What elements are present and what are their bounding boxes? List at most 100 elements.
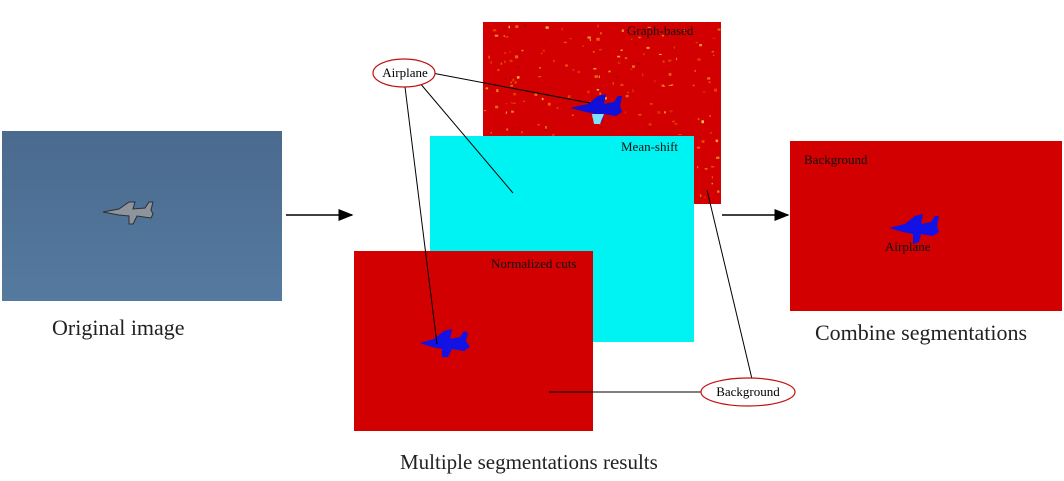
speckle bbox=[512, 78, 515, 82]
airplane-connectors bbox=[404, 72, 591, 345]
speckle bbox=[543, 40, 545, 44]
speckle bbox=[711, 166, 715, 168]
speckle bbox=[667, 34, 669, 36]
speckle bbox=[632, 89, 634, 93]
speckle bbox=[510, 102, 512, 104]
airplane-oval-label: Airplane bbox=[382, 65, 428, 80]
speckle bbox=[517, 66, 520, 68]
airplane-oval bbox=[372, 58, 436, 88]
speckle bbox=[716, 156, 720, 159]
speckle bbox=[511, 127, 515, 130]
speckle bbox=[542, 49, 545, 52]
speckle bbox=[504, 77, 507, 80]
speckle bbox=[599, 92, 602, 95]
speckle bbox=[577, 71, 580, 73]
speckle bbox=[488, 55, 490, 59]
speckle bbox=[712, 37, 716, 39]
speckle bbox=[718, 62, 721, 65]
speckle bbox=[714, 88, 717, 92]
speckle bbox=[485, 87, 489, 90]
speckle bbox=[521, 49, 524, 52]
speckle bbox=[600, 126, 604, 129]
speckle bbox=[701, 120, 704, 124]
speckle bbox=[668, 84, 673, 86]
speckle bbox=[505, 111, 507, 114]
graph-based-airplane-icon bbox=[570, 94, 622, 124]
speckle bbox=[699, 44, 702, 47]
speckle bbox=[501, 42, 504, 44]
speckle bbox=[617, 55, 621, 58]
speckle bbox=[697, 118, 700, 121]
speckle bbox=[556, 107, 559, 109]
speckle bbox=[545, 126, 547, 129]
speckle bbox=[495, 105, 499, 109]
speckle bbox=[704, 168, 708, 170]
speckle bbox=[496, 89, 499, 93]
speckle bbox=[508, 34, 512, 36]
speckle bbox=[514, 81, 517, 84]
speckle bbox=[603, 97, 607, 100]
speckle bbox=[608, 70, 611, 73]
original-image bbox=[2, 131, 282, 301]
speckle bbox=[515, 25, 519, 28]
speckle bbox=[521, 131, 523, 134]
speckle bbox=[497, 69, 500, 72]
speckle bbox=[625, 94, 629, 98]
combined-background-label: Background bbox=[804, 152, 868, 167]
speckle bbox=[679, 54, 681, 57]
speckle bbox=[638, 36, 641, 39]
speckle bbox=[582, 45, 584, 48]
speckle bbox=[516, 52, 518, 55]
combined-panel bbox=[790, 141, 1062, 311]
speckle bbox=[695, 41, 698, 44]
speckle bbox=[598, 75, 600, 78]
speckle bbox=[675, 57, 678, 61]
speckle bbox=[713, 54, 715, 56]
speckle bbox=[508, 25, 510, 29]
speckle bbox=[492, 29, 497, 32]
speckle bbox=[711, 51, 714, 53]
speckle bbox=[516, 76, 520, 79]
background-connectors bbox=[549, 189, 753, 393]
speckle bbox=[648, 126, 651, 129]
speckle bbox=[569, 38, 572, 40]
speckle bbox=[503, 26, 506, 30]
speckle bbox=[539, 67, 541, 69]
speckle bbox=[512, 102, 516, 104]
speckle bbox=[627, 91, 629, 94]
speckle bbox=[552, 133, 555, 136]
speckle bbox=[643, 53, 645, 56]
speckle bbox=[511, 110, 514, 113]
speckle bbox=[661, 84, 665, 87]
speckle bbox=[700, 194, 702, 197]
speckle bbox=[587, 36, 591, 39]
speckle bbox=[694, 70, 696, 72]
speckle bbox=[632, 65, 635, 68]
speckle bbox=[673, 46, 676, 49]
combine-segmentations-caption: Combine segmentations bbox=[815, 320, 1028, 345]
speckle bbox=[648, 123, 652, 126]
speckle bbox=[599, 48, 602, 51]
speckle bbox=[669, 110, 673, 113]
speckle bbox=[714, 105, 716, 109]
speckle bbox=[634, 42, 637, 45]
speckle bbox=[596, 37, 600, 41]
speckle bbox=[503, 35, 505, 37]
speckle bbox=[509, 51, 511, 53]
speckle bbox=[592, 51, 595, 53]
speckle bbox=[505, 103, 508, 105]
speckle bbox=[561, 27, 563, 31]
speckle bbox=[509, 59, 513, 63]
speckle bbox=[541, 52, 543, 55]
speckle bbox=[500, 62, 503, 65]
speckle bbox=[543, 129, 547, 131]
graph-based-label: Graph-based bbox=[627, 23, 694, 38]
speckle bbox=[703, 196, 706, 198]
speckle bbox=[506, 128, 509, 131]
speckle bbox=[692, 84, 695, 87]
speckle bbox=[671, 84, 674, 86]
speckle bbox=[624, 111, 626, 114]
speckle bbox=[636, 63, 641, 65]
speckle bbox=[622, 35, 625, 37]
